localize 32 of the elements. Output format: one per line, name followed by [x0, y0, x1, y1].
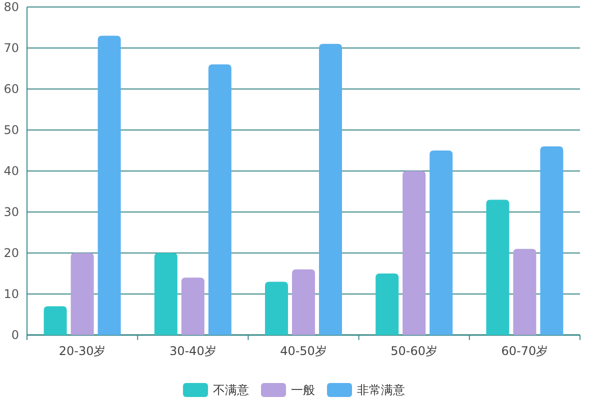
y-tick-label: 10 — [4, 287, 19, 301]
x-tick-label: 30-40岁 — [169, 344, 216, 358]
bar — [319, 44, 342, 335]
y-tick-label: 70 — [4, 41, 19, 55]
x-tick-label: 50-60岁 — [390, 344, 438, 358]
y-tick-label: 30 — [4, 205, 19, 219]
bar — [430, 150, 453, 335]
y-tick-label: 80 — [4, 0, 19, 14]
bar — [70, 253, 94, 335]
bar — [181, 278, 204, 335]
bar — [154, 253, 178, 335]
bar — [208, 64, 232, 335]
y-tick-label: 0 — [11, 328, 19, 342]
legend-label: 非常满意 — [357, 383, 405, 397]
bar — [376, 274, 399, 335]
bar — [44, 306, 67, 335]
y-tick-label: 50 — [4, 123, 19, 137]
y-tick-label: 40 — [4, 164, 19, 178]
x-tick-label: 40-50岁 — [280, 344, 327, 358]
bar — [513, 248, 536, 335]
legend-label: 一般 — [291, 383, 315, 397]
x-tick-label: 60-70岁 — [501, 344, 548, 358]
bar — [292, 269, 315, 335]
bar — [486, 200, 510, 335]
y-tick-label: 60 — [4, 82, 19, 96]
bar — [265, 282, 288, 335]
legend-label: 不满意 — [213, 383, 249, 397]
x-tick-label: 20-30岁 — [58, 344, 106, 358]
y-tick-label: 20 — [4, 246, 19, 260]
bar — [402, 171, 426, 335]
bar — [540, 146, 564, 335]
bar — [98, 36, 121, 335]
